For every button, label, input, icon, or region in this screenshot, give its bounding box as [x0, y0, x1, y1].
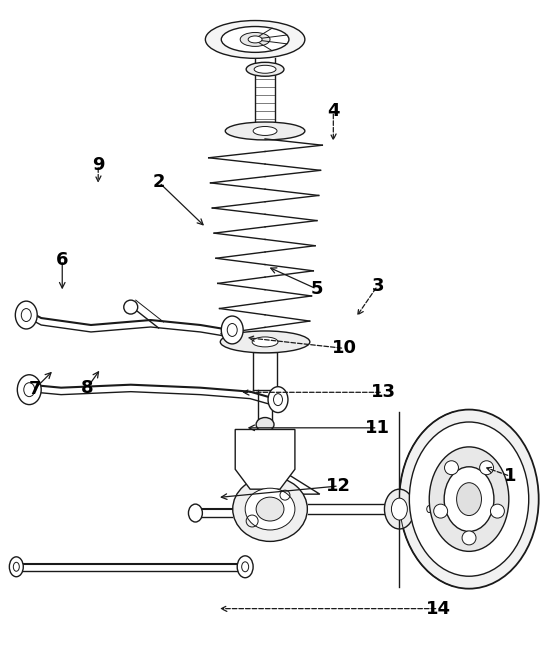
Text: 3: 3 — [371, 276, 384, 295]
Text: 7: 7 — [28, 380, 41, 398]
Ellipse shape — [237, 556, 253, 578]
Ellipse shape — [252, 337, 278, 347]
Text: 11: 11 — [365, 419, 390, 437]
Ellipse shape — [188, 504, 202, 522]
Circle shape — [490, 504, 504, 518]
Ellipse shape — [245, 488, 295, 530]
Ellipse shape — [240, 32, 270, 46]
Ellipse shape — [248, 36, 262, 43]
Ellipse shape — [225, 122, 305, 140]
Ellipse shape — [9, 557, 23, 577]
Text: 14: 14 — [426, 600, 451, 618]
Ellipse shape — [256, 497, 284, 521]
Text: 4: 4 — [327, 103, 340, 121]
Text: 2: 2 — [153, 173, 165, 191]
Text: 1: 1 — [504, 467, 517, 485]
Ellipse shape — [423, 501, 435, 517]
Ellipse shape — [399, 410, 539, 589]
Text: 13: 13 — [371, 384, 396, 401]
Circle shape — [434, 504, 448, 518]
Ellipse shape — [16, 301, 37, 329]
Ellipse shape — [253, 127, 277, 136]
Ellipse shape — [246, 62, 284, 76]
Ellipse shape — [17, 374, 41, 404]
Ellipse shape — [221, 27, 289, 53]
Ellipse shape — [429, 447, 509, 552]
Ellipse shape — [384, 489, 414, 529]
Ellipse shape — [254, 66, 276, 73]
Ellipse shape — [256, 417, 274, 432]
Text: 9: 9 — [92, 156, 105, 174]
Text: 10: 10 — [332, 339, 357, 358]
Ellipse shape — [427, 506, 431, 513]
Ellipse shape — [391, 498, 408, 520]
Ellipse shape — [456, 483, 481, 515]
Circle shape — [124, 300, 138, 314]
Ellipse shape — [221, 316, 243, 344]
Circle shape — [445, 461, 459, 474]
Ellipse shape — [205, 21, 305, 58]
Text: 8: 8 — [81, 379, 93, 397]
Circle shape — [462, 531, 476, 545]
Ellipse shape — [444, 467, 494, 532]
Ellipse shape — [220, 331, 310, 353]
Text: 12: 12 — [326, 477, 351, 495]
Polygon shape — [280, 469, 320, 494]
Ellipse shape — [233, 477, 307, 541]
Circle shape — [480, 461, 494, 474]
Polygon shape — [235, 430, 295, 489]
Ellipse shape — [268, 387, 288, 413]
Text: 5: 5 — [310, 280, 323, 298]
Text: 6: 6 — [56, 251, 68, 269]
Ellipse shape — [409, 422, 529, 576]
